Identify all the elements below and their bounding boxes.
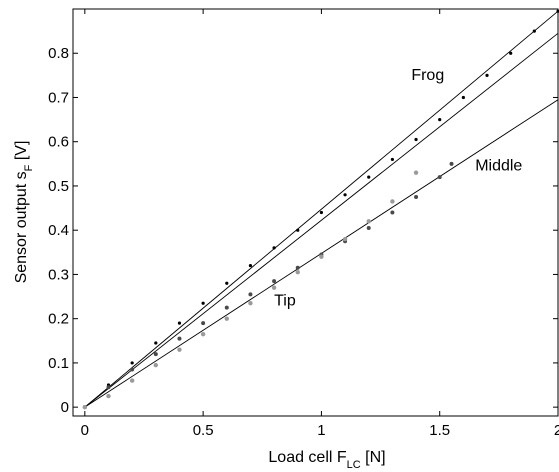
plot-area (73, 9, 558, 416)
middle-point (177, 336, 182, 341)
y-tick-label: 0 (61, 399, 69, 416)
middle-point (201, 321, 206, 326)
frog-point (272, 246, 276, 250)
middle-point (295, 265, 300, 270)
y-tick-label: 0.6 (48, 134, 69, 151)
y-axis-label: Sensor output sF [V] (13, 141, 35, 284)
fit-line-3 (84, 32, 559, 408)
frog-point (367, 175, 371, 179)
x-tick-label: 1 (317, 422, 325, 439)
middle-point (414, 195, 419, 200)
tip-point (177, 347, 182, 352)
x-axis-label-main: Load cell F (268, 449, 346, 466)
x-axis-label: Load cell FLC [N] (268, 449, 385, 471)
tip-point (129, 378, 135, 383)
frog-point (343, 193, 347, 197)
frog-point (225, 281, 229, 285)
frog-point (248, 263, 253, 268)
tip-point (366, 219, 371, 224)
y-tick-label: 0.5 (48, 178, 69, 195)
tip-point (153, 362, 159, 368)
frog-point (390, 157, 394, 162)
series-label-tip: Tip (274, 292, 296, 309)
y-tick-label: 0.8 (48, 45, 69, 62)
middle-point (437, 175, 442, 180)
frog-point (296, 228, 300, 232)
middle-point (224, 305, 229, 310)
x-tick-label: 0 (81, 422, 89, 439)
tip-point (248, 300, 253, 306)
middle-point (272, 279, 277, 284)
frog-point (485, 73, 489, 77)
frog-point (414, 137, 418, 142)
y-tick-label: 0.2 (48, 311, 69, 328)
tip-point (319, 254, 324, 259)
frog-point (130, 361, 134, 365)
y-tick-label: 0.7 (48, 89, 69, 106)
series-labels: Frog Middle Tip (274, 67, 522, 310)
frog-point (532, 29, 536, 33)
x-tick-label: 0.5 (193, 422, 214, 439)
fit-line-1 (84, 10, 559, 408)
series-label-frog: Frog (411, 67, 444, 84)
tip-point (200, 331, 206, 337)
tip-point (413, 170, 419, 175)
series-label-middle: Middle (475, 157, 522, 174)
tip-point (390, 199, 395, 204)
tip-point (295, 270, 300, 275)
tip-point (224, 316, 229, 321)
x-tick-label: 1.5 (429, 422, 450, 439)
y-tick-label: 0.1 (48, 355, 69, 372)
frog-point (177, 321, 182, 325)
frog-point (509, 51, 513, 55)
x-axis-label-subscript: LC (347, 459, 361, 471)
x-tick-label: 2 (554, 422, 559, 439)
frog-point (461, 95, 465, 100)
tip-point (106, 393, 111, 399)
plot-frame (72, 8, 559, 417)
x-axis-label-unit: [N] (361, 449, 386, 466)
tip-point (271, 285, 277, 290)
y-tick-label: 0.4 (48, 222, 69, 239)
middle-point (390, 210, 395, 215)
middle-point (153, 352, 158, 357)
middle-point (248, 292, 253, 297)
y-tick-label: 0.3 (48, 266, 69, 283)
tip-point (82, 404, 88, 410)
middle-point (106, 385, 111, 390)
middle-point (366, 225, 371, 230)
middle-point (449, 161, 454, 166)
tip-point (342, 236, 348, 242)
middle-point (130, 367, 135, 372)
ticks: 0 0.5 1 1.5 2 0 0.1 0.2 0.3 0.4 0.5 0.6 0.7 0.8 (48, 9, 559, 439)
y-axis-label-unit: [V] (13, 141, 30, 165)
frog-point (319, 210, 324, 215)
frog-point (201, 301, 205, 305)
y-axis-label-main: Sensor output s (13, 171, 30, 283)
y-axis-label-subscript: F (23, 164, 35, 171)
frog-point (438, 117, 442, 122)
frog-point (154, 341, 158, 345)
